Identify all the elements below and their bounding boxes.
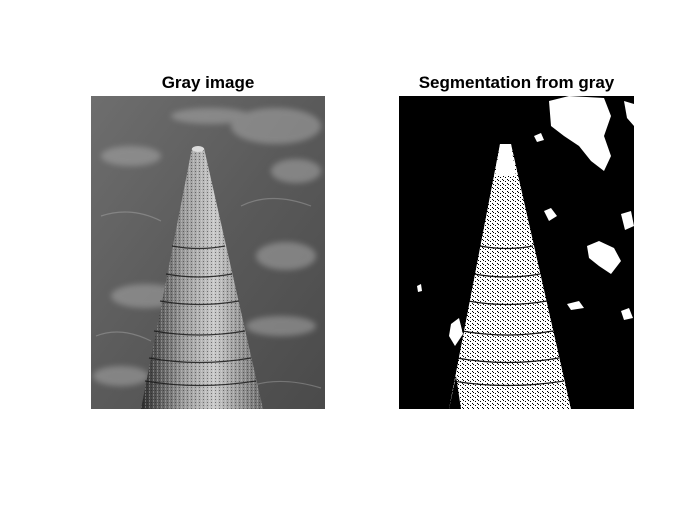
gray-chimney-photo — [91, 96, 325, 409]
segmentation-mask — [399, 96, 634, 409]
gray-image — [91, 96, 325, 409]
segmentation-title: Segmentation from gray — [418, 73, 615, 92]
gray-image-title: Gray image — [161, 73, 255, 92]
segmentation-image — [399, 96, 634, 409]
